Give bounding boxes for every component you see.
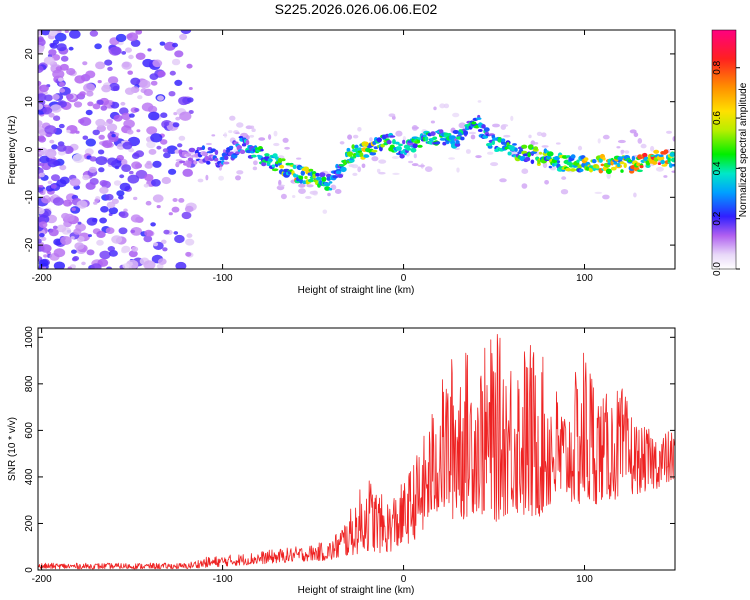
snr-y-tick-label: 1000: [24, 326, 35, 349]
snr-y-tick-label: 400: [24, 468, 35, 485]
spectrogram-y-tick-label: 20: [24, 48, 35, 60]
spectrogram-image: [38, 30, 675, 269]
colorbar-tick-label: 0.4: [712, 161, 723, 175]
spectrogram-y-tick-label: -20: [24, 237, 35, 252]
colorbar-tick-label: 0.8: [712, 60, 723, 74]
snr-y-tick-label: 800: [24, 375, 35, 392]
spectrogram-x-tick-label: 0: [401, 273, 407, 284]
colorbar-label: Normalized spectral amplitude: [738, 82, 749, 217]
spectrogram-x-tick-label: -100: [213, 273, 233, 284]
colorbar-frame: [711, 29, 737, 270]
colorbar-tick-label: 0.6: [712, 111, 723, 125]
snr-x-tick-label: -200: [32, 574, 52, 585]
snr-y-tick-label: 200: [24, 515, 35, 532]
snr-x-tick-label: -100: [213, 574, 233, 585]
spectrogram-y-tick-label: -10: [24, 190, 35, 205]
snr-x-axis-label: Height of straight line (km): [298, 585, 415, 596]
spectrogram-x-tick-label: 100: [576, 273, 593, 284]
snr-y-tick-label: 0: [24, 567, 35, 573]
spectrogram-x-axis-label: Height of straight line (km): [298, 285, 415, 296]
colorbar: [712, 30, 736, 269]
snr-x-tick-label: 0: [401, 574, 407, 585]
chart-title: S225.2026.026.06.06.E02: [275, 1, 438, 17]
spectrogram-y-axis-label: Frequency (Hz): [7, 116, 18, 185]
spectrogram-x-tick-label: -200: [32, 273, 52, 284]
spectrogram-y-tick-label: 10: [24, 96, 35, 108]
snr-y-tick-label: 600: [24, 422, 35, 439]
colorbar-tick-label: 0.2: [712, 211, 723, 225]
snr-series-line: [38, 334, 675, 570]
colorbar-tick-label: 0.0: [712, 262, 723, 276]
snr-y-axis-label: SNR (10 * v/v): [7, 417, 18, 481]
spectrogram-y-tick-label: 0: [24, 146, 35, 152]
snr-frame: [37, 327, 676, 571]
snr-x-tick-label: 100: [576, 574, 593, 585]
